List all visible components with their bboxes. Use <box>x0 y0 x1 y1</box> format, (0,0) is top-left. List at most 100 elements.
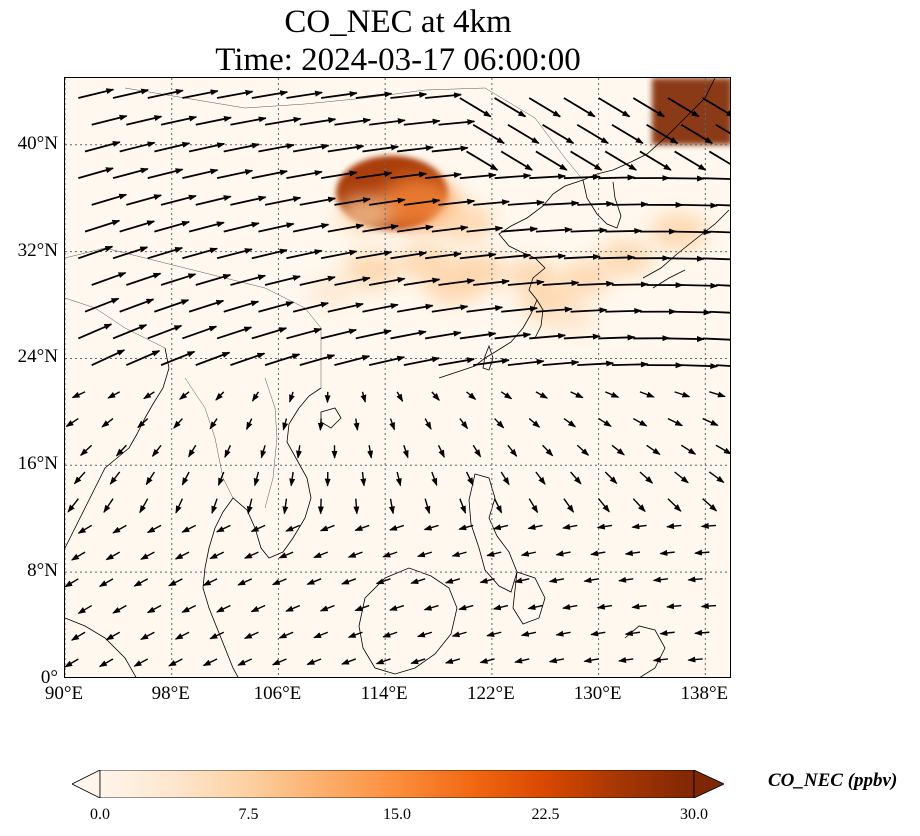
wind-vector <box>708 150 730 165</box>
wind-vector <box>181 524 197 533</box>
wind-vector <box>362 224 400 233</box>
wind-vector <box>223 221 260 233</box>
wind-vector <box>237 658 253 666</box>
colorbar-tick-label: 30.0 <box>680 806 708 823</box>
wind-vector <box>542 123 575 145</box>
wind-vector <box>680 123 714 145</box>
wind-vector <box>466 150 499 171</box>
wind-vector <box>216 248 253 260</box>
wind-vector <box>444 658 461 664</box>
wind-vector <box>542 359 580 367</box>
wind-vector <box>494 418 505 429</box>
wind-vector <box>175 498 184 514</box>
wind-vector <box>631 523 647 530</box>
wind-vector <box>215 604 231 613</box>
wind-vector <box>529 173 567 180</box>
wind-vector <box>119 220 156 233</box>
wind-vector <box>596 523 613 530</box>
lon-tick-label: 122°E <box>467 683 515 704</box>
wind-vector <box>563 417 577 428</box>
wind-vector <box>209 418 218 430</box>
wind-vector <box>154 299 190 313</box>
wind-vector <box>702 498 718 512</box>
wind-vector <box>466 391 477 401</box>
wind-vector <box>438 278 476 286</box>
wind-vector <box>98 658 114 668</box>
wind-vector <box>211 498 218 515</box>
wind-vector <box>295 445 302 459</box>
wind-vector <box>563 498 574 513</box>
wind-vector <box>397 145 434 153</box>
wind-vector <box>507 279 545 286</box>
wind-vector <box>563 333 601 340</box>
wind-vector <box>529 253 567 260</box>
wind-vector <box>360 471 367 487</box>
wind-vector <box>246 498 253 515</box>
wind-vector <box>327 223 365 233</box>
wind-vector <box>112 167 149 180</box>
wind-vector <box>397 224 434 233</box>
wind-vector <box>438 119 476 126</box>
wind-vector <box>423 604 439 611</box>
wind-vector <box>168 658 183 667</box>
wind-vector <box>299 117 337 126</box>
wind-vector <box>674 391 691 398</box>
wind-vector <box>459 418 469 430</box>
wind-vector <box>632 417 648 427</box>
wind-vector <box>107 391 121 399</box>
lon-tick-label: 114°E <box>360 683 408 704</box>
wind-vector <box>209 551 225 560</box>
wind-vector <box>160 273 197 286</box>
wind-vector <box>147 324 183 340</box>
wind-vector <box>271 578 287 586</box>
colorbar-min-extension <box>72 770 101 798</box>
wind-vector <box>425 172 462 180</box>
wind-vector <box>562 603 578 610</box>
wind-vector <box>70 631 86 641</box>
wind-vector <box>362 303 399 313</box>
wind-vector <box>216 89 254 99</box>
wind-vector <box>105 631 121 641</box>
wind-vector <box>700 603 717 610</box>
wind-vector <box>195 273 232 286</box>
wind-vector <box>548 577 565 584</box>
wind-vector <box>91 349 126 366</box>
colorbar-max-extension <box>693 770 724 798</box>
wind-vector <box>494 172 532 180</box>
wind-vector <box>694 629 710 636</box>
wind-vector <box>369 197 406 206</box>
wind-vector <box>659 630 675 636</box>
wind-vector <box>563 253 601 260</box>
wind-vector <box>618 576 634 583</box>
wind-vector <box>146 524 162 534</box>
wind-vector <box>416 551 433 558</box>
lon-tick-label: 98°E <box>151 683 190 704</box>
wind-vector <box>479 657 495 664</box>
wind-vector <box>431 225 469 233</box>
wind-vector <box>251 169 289 180</box>
wind-vector <box>264 196 302 206</box>
wind-vector <box>596 603 613 610</box>
wind-vector <box>444 577 461 584</box>
wind-vector <box>215 524 231 533</box>
wind-vector <box>388 604 405 611</box>
wind-vector <box>215 391 225 401</box>
wind-vector <box>282 418 289 431</box>
map-plot-area <box>64 77 731 678</box>
wind-vector <box>341 658 357 665</box>
wind-vector <box>674 150 707 171</box>
wind-vector <box>403 118 441 126</box>
wind-vector <box>652 656 669 663</box>
wind-vector <box>98 578 114 588</box>
wind-vector <box>624 550 641 557</box>
lat-tick-label: 16°N <box>17 453 58 475</box>
wind-vector <box>334 276 371 286</box>
wind-vector <box>347 631 363 638</box>
wind-vector <box>646 444 661 456</box>
wind-vector <box>494 252 532 260</box>
wind-vector <box>285 524 301 532</box>
wind-vector <box>576 444 590 456</box>
wind-vector <box>520 550 537 557</box>
wind-vector <box>577 360 615 367</box>
wind-vector <box>84 297 120 313</box>
